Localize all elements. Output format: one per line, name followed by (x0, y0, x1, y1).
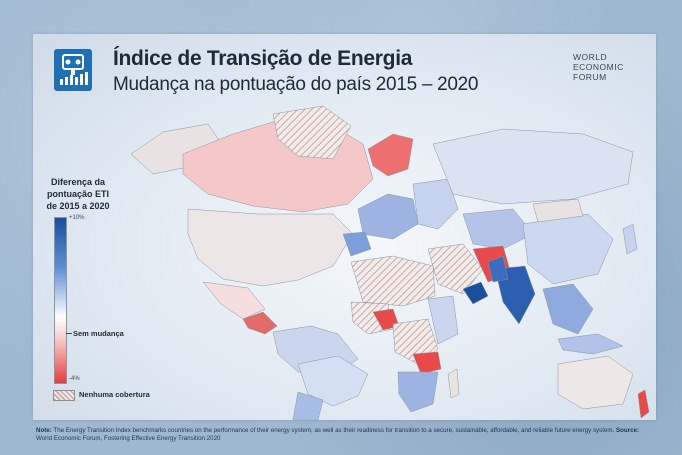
legend-mid-label: Sem mudança (73, 329, 124, 338)
energy-icon (60, 54, 88, 85)
no-coverage-label: Nenhuma cobertura (79, 390, 150, 399)
region-scandinavia (367, 133, 414, 177)
region-greenland (272, 105, 352, 160)
region-indonesia (557, 333, 624, 355)
wef-line-3: FORUM (573, 72, 607, 82)
region-japan (622, 223, 638, 255)
wef-line-2: ECONOMIC (573, 62, 624, 72)
source-text: World Economic Forum, Fostering Effectiv… (36, 435, 221, 442)
no-coverage-swatch (53, 390, 75, 401)
region-pakistan (487, 255, 509, 283)
footnote: Note: The Energy Transition Index benchm… (36, 427, 646, 443)
legend-title-line-1: Diferença da (50, 177, 106, 187)
eti-logo (54, 49, 92, 91)
page-subtitle: Mudança na pontuação do país 2015 – 2020 (113, 74, 479, 95)
wef-line-1: WORLD (573, 52, 608, 62)
legend-title-line-2: pontuação ETI (46, 189, 109, 199)
region-central-america (242, 311, 278, 335)
region-western-europe (357, 193, 419, 240)
region-zambia (412, 351, 442, 375)
region-central-asia (462, 208, 534, 250)
source-label: Source: (616, 427, 640, 434)
note-label: Note: (36, 427, 52, 434)
region-iberia (342, 231, 372, 257)
note-text: The Energy Transition Index benchmarks c… (53, 427, 615, 434)
region-southeast-asia (542, 283, 594, 335)
region-new-zealand (637, 389, 650, 419)
region-russia (432, 128, 634, 205)
region-north-africa (350, 255, 436, 307)
region-india (494, 265, 536, 325)
legend-mid-tick (66, 333, 72, 334)
region-middle-east (427, 243, 484, 295)
wef-logo: WORLD ECONOMIC FORUM (573, 52, 643, 82)
legend-title-line-3: de 2015 a 2020 (46, 201, 110, 211)
legend-max-label: +10% (69, 215, 85, 221)
region-mongolia (532, 198, 584, 223)
legend-min-label: -4% (69, 376, 80, 382)
legend-title: Diferença da pontuação ETI de 2015 a 202… (39, 176, 117, 212)
page-title: Índice de Transição de Energia (113, 47, 413, 70)
legend-color-scale (54, 217, 67, 384)
region-east-africa (427, 295, 459, 345)
region-oman (462, 281, 489, 305)
region-mexico (202, 281, 266, 320)
region-eastern-europe (412, 178, 459, 230)
region-madagascar (447, 368, 460, 399)
region-southern-africa (397, 371, 439, 413)
region-usa (187, 208, 354, 287)
world-map (130, 105, 650, 420)
region-china (522, 213, 614, 285)
map-card: Índice de Transição de Energia Mudança n… (33, 34, 656, 420)
region-australia (557, 355, 634, 410)
region-south-america-south (292, 391, 324, 420)
region-brazil (297, 355, 369, 407)
